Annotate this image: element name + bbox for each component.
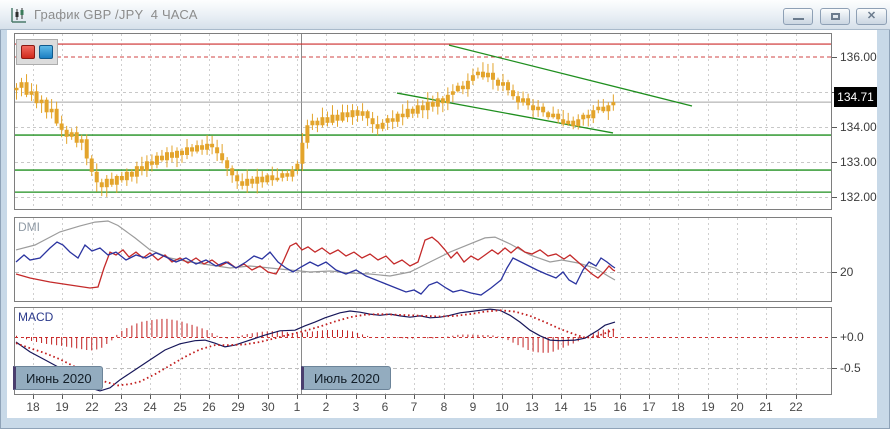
day-tick bbox=[502, 395, 503, 399]
macd-label: MACD bbox=[18, 310, 54, 324]
day-label: 26 bbox=[202, 400, 216, 414]
red-toggle-button[interactable] bbox=[21, 45, 35, 59]
day-tick bbox=[356, 395, 357, 399]
maximize-button[interactable] bbox=[820, 8, 850, 25]
restore-icon bbox=[830, 13, 840, 20]
day-tick bbox=[268, 395, 269, 399]
day-label: 3 bbox=[352, 400, 360, 414]
dmi-label: DMI bbox=[18, 220, 40, 234]
day-tick bbox=[561, 395, 562, 399]
day-tick bbox=[326, 395, 327, 399]
day-tick bbox=[766, 395, 767, 399]
minimize-button[interactable] bbox=[783, 8, 813, 25]
day-tick bbox=[180, 395, 181, 399]
day-tick bbox=[150, 395, 151, 399]
day-tick bbox=[444, 395, 445, 399]
day-label: 10 bbox=[495, 400, 509, 414]
dmi-panel[interactable] bbox=[14, 217, 832, 302]
day-label: 17 bbox=[642, 400, 656, 414]
day-tick bbox=[532, 395, 533, 399]
day-label: 22 bbox=[789, 400, 803, 414]
day-tick bbox=[209, 395, 210, 399]
day-label: 16 bbox=[613, 400, 627, 414]
day-label: 6 bbox=[381, 400, 389, 414]
close-icon: ✕ bbox=[866, 10, 877, 22]
minimize-icon bbox=[792, 18, 804, 20]
axis-label: 134.00 bbox=[840, 120, 877, 134]
day-label: 7 bbox=[410, 400, 418, 414]
axis-label: +0.0 bbox=[840, 330, 864, 344]
blue-toggle-button[interactable] bbox=[39, 45, 53, 59]
day-tick bbox=[33, 395, 34, 399]
month-label: Июнь 2020 bbox=[26, 370, 92, 386]
axis-tick bbox=[832, 197, 837, 198]
day-tick bbox=[737, 395, 738, 399]
day-label: 22 bbox=[85, 400, 99, 414]
day-tick bbox=[649, 395, 650, 399]
day-tick bbox=[796, 395, 797, 399]
day-tick bbox=[590, 395, 591, 399]
day-tick bbox=[62, 395, 63, 399]
day-tick bbox=[473, 395, 474, 399]
axis-label: 133.00 bbox=[840, 155, 877, 169]
day-label: 21 bbox=[759, 400, 773, 414]
day-label: 24 bbox=[143, 400, 157, 414]
day-label: 1 bbox=[293, 400, 301, 414]
day-tick bbox=[620, 395, 621, 399]
month-badge-july: Июль 2020 bbox=[301, 366, 391, 390]
day-tick bbox=[385, 395, 386, 399]
axis-label: 132.00 bbox=[840, 190, 877, 204]
day-label: 19 bbox=[701, 400, 715, 414]
day-tick bbox=[92, 395, 93, 399]
day-label: 18 bbox=[671, 400, 685, 414]
day-label: 15 bbox=[583, 400, 597, 414]
day-label: 14 bbox=[554, 400, 568, 414]
axis-label: 136.00 bbox=[840, 50, 877, 64]
axis-tick bbox=[832, 162, 837, 163]
axis-tick bbox=[832, 368, 837, 369]
day-tick bbox=[708, 395, 709, 399]
day-label: 8 bbox=[440, 400, 448, 414]
day-tick bbox=[121, 395, 122, 399]
day-label: 25 bbox=[173, 400, 187, 414]
day-tick bbox=[414, 395, 415, 399]
day-label: 2 bbox=[322, 400, 330, 414]
day-tick bbox=[678, 395, 679, 399]
axis-label: -0.5 bbox=[840, 361, 861, 375]
month-label: Июль 2020 bbox=[314, 370, 380, 386]
candlestick-chart-icon bbox=[11, 8, 26, 23]
close-button[interactable]: ✕ bbox=[856, 8, 887, 25]
axis-tick bbox=[832, 337, 837, 338]
day-label: 20 bbox=[730, 400, 744, 414]
price-chart-panel[interactable] bbox=[14, 33, 832, 210]
day-label: 19 bbox=[55, 400, 69, 414]
month-badge-june: Июнь 2020 bbox=[13, 366, 103, 390]
axis-tick bbox=[832, 57, 837, 58]
day-tick bbox=[297, 395, 298, 399]
current-price-badge: 134.71 bbox=[834, 87, 877, 107]
axis-tick bbox=[832, 127, 837, 128]
day-label: 9 bbox=[469, 400, 477, 414]
title-bar[interactable]: График GBP /JPY 4 ЧАСА ✕ bbox=[0, 0, 890, 30]
day-label: 23 bbox=[114, 400, 128, 414]
axis-label: 20 bbox=[840, 265, 854, 279]
chart-button-tray bbox=[16, 39, 58, 65]
day-label: 30 bbox=[261, 400, 275, 414]
day-label: 18 bbox=[26, 400, 40, 414]
macd-panel[interactable] bbox=[14, 307, 832, 395]
day-label: 13 bbox=[525, 400, 539, 414]
day-label: 29 bbox=[231, 400, 245, 414]
axis-tick bbox=[832, 272, 837, 273]
day-tick bbox=[238, 395, 239, 399]
window-title: График GBP /JPY 4 ЧАСА bbox=[34, 7, 198, 22]
